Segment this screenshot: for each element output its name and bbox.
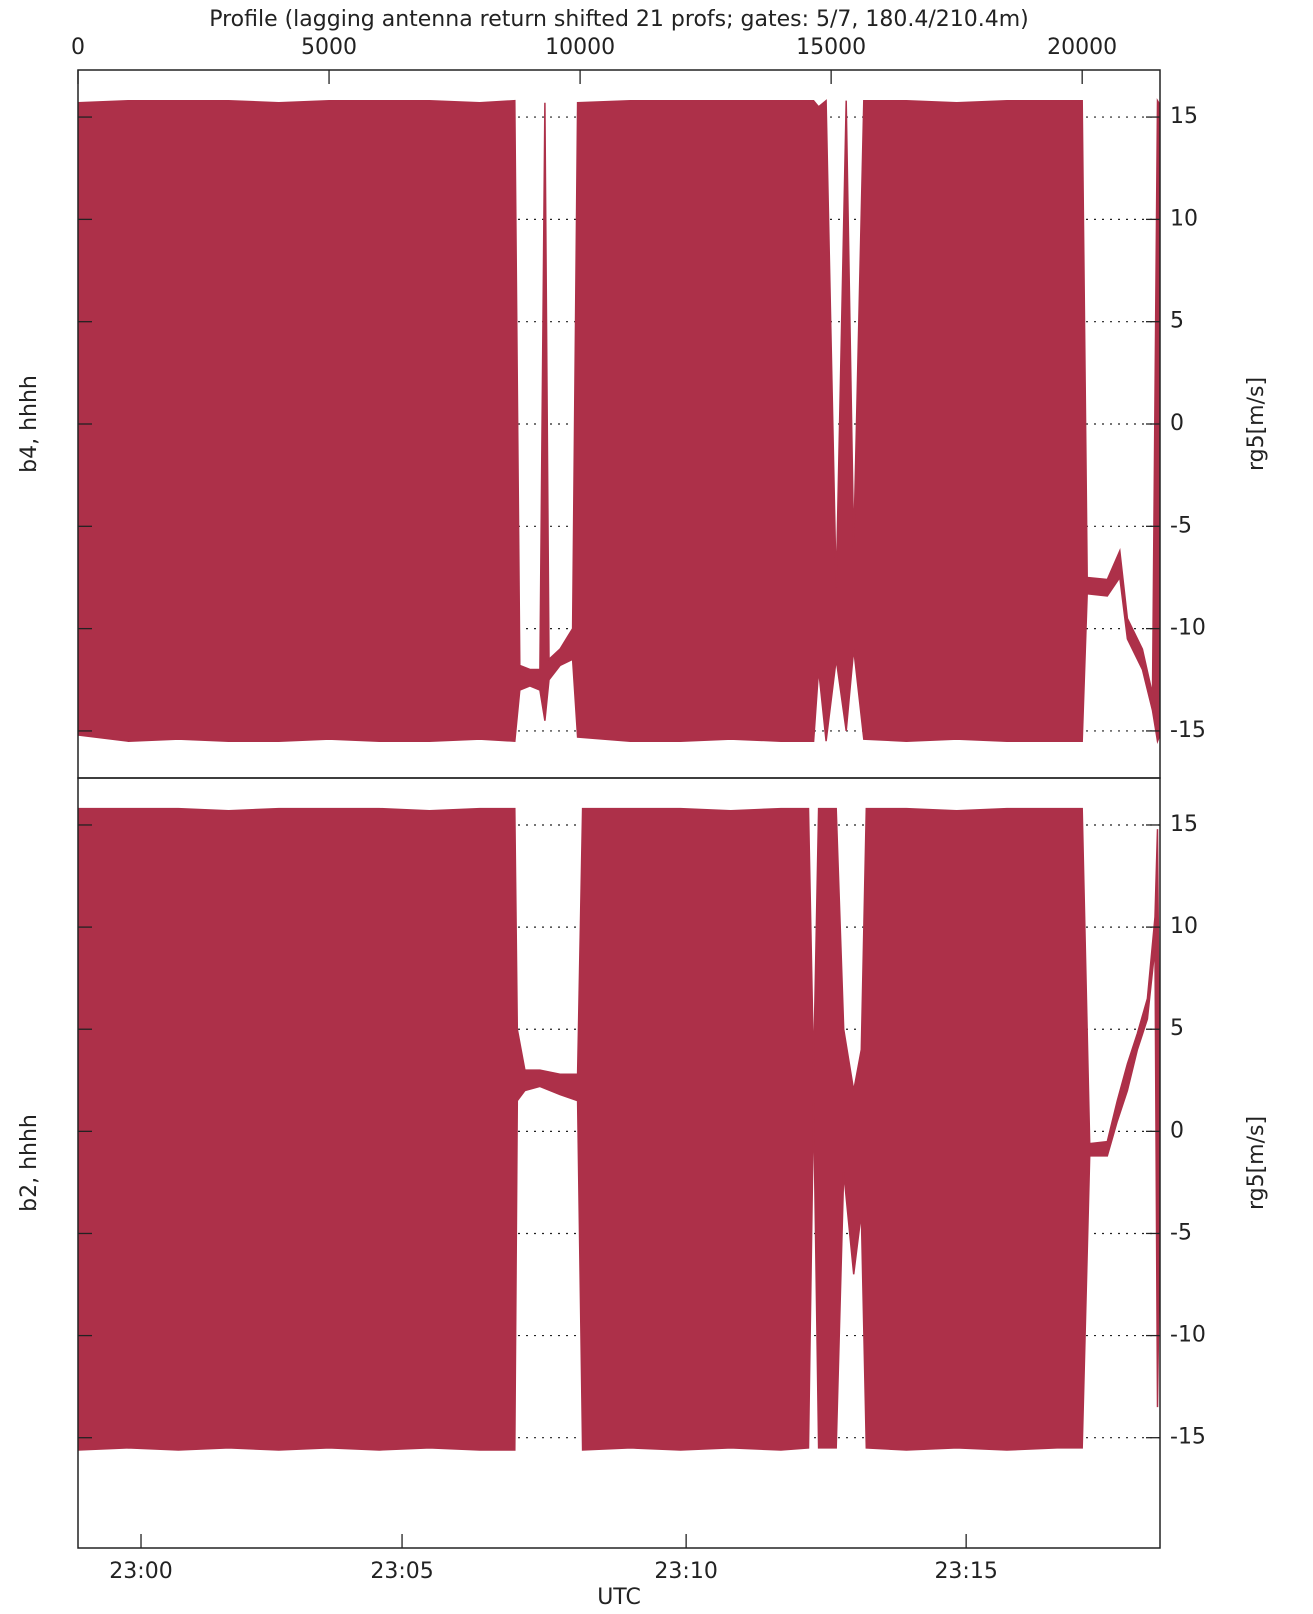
top-x-tick-label: 0 bbox=[71, 35, 85, 60]
plot-area bbox=[78, 807, 1160, 1451]
top-x-tick-label: 15000 bbox=[796, 35, 866, 60]
x-tick-label: 23:15 bbox=[934, 1559, 997, 1584]
y-tick-label: 10 bbox=[1170, 914, 1198, 939]
y-tick-label: 15 bbox=[1170, 104, 1198, 129]
y-tick-label: -15 bbox=[1170, 718, 1206, 743]
x-tick-label: 23:10 bbox=[654, 1559, 717, 1584]
signal-band bbox=[78, 807, 1160, 1451]
x-tick-label: 23:00 bbox=[109, 1559, 172, 1584]
y-tick-label: 0 bbox=[1170, 1118, 1184, 1143]
y-tick-label: -10 bbox=[1170, 616, 1206, 641]
y-tick-label: -15 bbox=[1170, 1425, 1206, 1450]
y-axis-label: b4, hhhh bbox=[17, 375, 42, 473]
y-axis-label: b2, hhhh bbox=[17, 1114, 42, 1212]
x-tick-label: 23:05 bbox=[370, 1559, 433, 1584]
y-tick-label: -5 bbox=[1170, 1220, 1192, 1245]
y-tick-label: 5 bbox=[1170, 309, 1184, 334]
y2-axis-label: rg5[m/s] bbox=[1244, 377, 1269, 471]
y2-axis-label: rg5[m/s] bbox=[1244, 1116, 1269, 1210]
x-axis-label: UTC bbox=[597, 1585, 641, 1610]
top-x-tick-label: 10000 bbox=[545, 35, 615, 60]
y-tick-label: 15 bbox=[1170, 812, 1198, 837]
y-tick-label: 0 bbox=[1170, 411, 1184, 436]
y-tick-label: -10 bbox=[1170, 1323, 1206, 1348]
plot-area bbox=[78, 98, 1160, 744]
y-tick-label: 10 bbox=[1170, 206, 1198, 231]
panel-frame bbox=[77, 777, 1161, 1549]
y-tick-label: -5 bbox=[1170, 513, 1192, 538]
top-x-tick-label: 5000 bbox=[301, 35, 357, 60]
signal-band bbox=[78, 98, 1160, 744]
chart-title: Profile (lagging antenna return shifted … bbox=[209, 7, 1029, 32]
y-tick-label: 5 bbox=[1170, 1016, 1184, 1041]
top-x-tick-label: 20000 bbox=[1047, 35, 1117, 60]
